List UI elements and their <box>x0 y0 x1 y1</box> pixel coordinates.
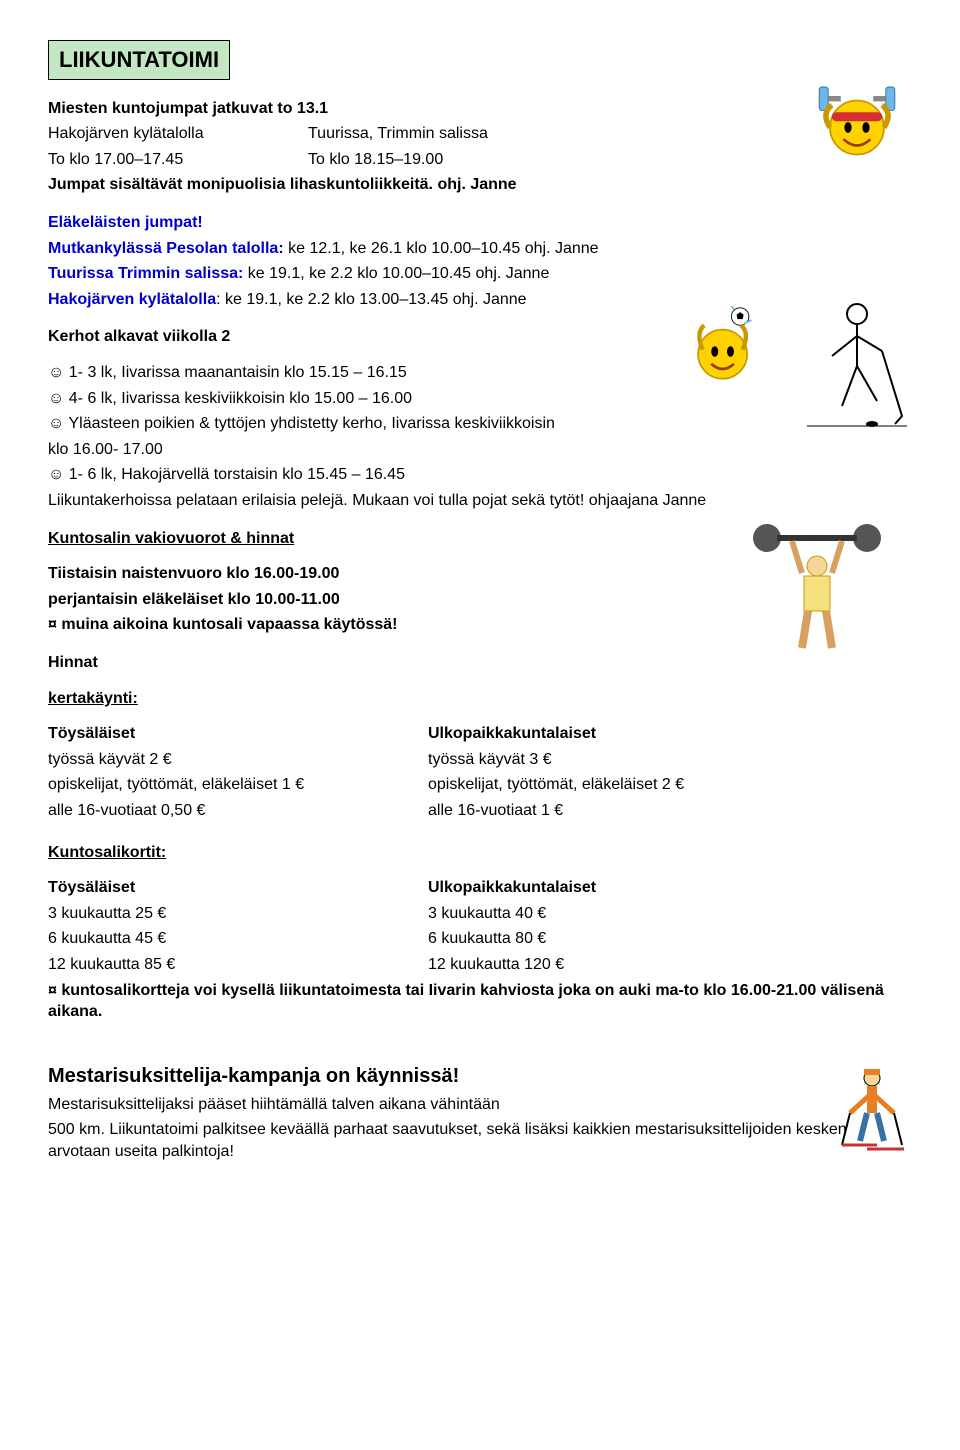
text: Liikuntakerhoissa pelataan erilaisia pel… <box>48 490 912 512</box>
section-elakelaisten: Eläkeläisten jumpat! Mutkankylässä Pesol… <box>48 212 912 310</box>
emoji-soccerball-icon <box>692 306 762 386</box>
text: Jumpat sisältävät monipuolisia lihaskunt… <box>48 174 912 196</box>
section-kuntosalin: Kuntosalin vakiovuorot & hinnat Tiistais… <box>48 528 912 636</box>
section-mestarisuksittelija: Mestarisuksittelija-kampanja on käynniss… <box>48 1063 912 1163</box>
heading: Mestarisuksittelija-kampanja on käynniss… <box>48 1063 912 1090</box>
text: To klo 17.00–17.45To klo 18.15–19.00 <box>48 149 912 171</box>
text: ☺ 4- 6 lk, Iivarissa keskiviikkoisin klo… <box>48 388 912 410</box>
heading: Eläkeläisten jumpat! <box>48 212 912 234</box>
text: 12 kuukautta 85 € <box>48 954 348 976</box>
text: Miesten kuntojumpat jatkuvat to 13.1 <box>48 98 912 120</box>
text: ☺ 1- 3 lk, Iivarissa maanantaisin klo 15… <box>48 362 912 384</box>
price-columns: Töysäläiset työssä käyvät 2 € opiskelija… <box>48 723 912 825</box>
hockey-player-icon <box>802 296 912 436</box>
text: Hakojärven kylätalolla: ke 19.1, ke 2.2 … <box>48 289 912 311</box>
heading: Kuntosalikortit: <box>48 842 912 864</box>
col-heading: Ulkopaikkakuntalaiset <box>428 877 596 899</box>
text: 6 kuukautta 45 € <box>48 928 348 950</box>
text: työssä käyvät 3 € <box>428 749 684 771</box>
emoji-dumbbell-icon <box>812 78 902 168</box>
section-miesten: Miesten kuntojumpat jatkuvat to 13.1 Hak… <box>48 98 912 196</box>
text: Mutkankylässä Pesolan talolla: ke 12.1, … <box>48 238 912 260</box>
text: Mestarisuksittelijaksi pääset hiihtämäll… <box>48 1094 912 1116</box>
section-kuntosalikortit: Kuntosalikortit: Töysäläiset 3 kuukautta… <box>48 842 912 1023</box>
col-heading: Ulkopaikkakuntalaiset <box>428 723 684 745</box>
section-hinnat: Hinnat kertakäynti: Töysäläiset työssä k… <box>48 652 912 826</box>
card-columns: Töysäläiset 3 kuukautta 25 € 6 kuukautta… <box>48 877 912 979</box>
note: ¤ kuntosalikortteja voi kysellä liikunta… <box>48 980 912 1023</box>
weightlifter-icon <box>752 518 882 658</box>
text: 3 kuukautta 25 € <box>48 903 348 925</box>
text: 3 kuukautta 40 € <box>428 903 596 925</box>
heading: Hinnat <box>48 652 912 674</box>
text: Tuurissa Trimmin salissa: ke 19.1, ke 2.… <box>48 263 912 285</box>
text: Hakojärven kylätalollaTuurissa, Trimmin … <box>48 123 912 145</box>
col-heading: Töysäläiset <box>48 877 348 899</box>
section-kerhot: Kerhot alkavat viikolla 2 ☺ 1- 3 lk, Iiv… <box>48 326 912 511</box>
skier-icon <box>832 1063 912 1153</box>
text: klo 16.00- 17.00 <box>48 439 912 461</box>
page-title-box: LIIKUNTATOIMI <box>48 40 230 80</box>
text: opiskelijat, työttömät, eläkeläiset 1 € <box>48 774 348 796</box>
text: 6 kuukautta 80 € <box>428 928 596 950</box>
heading: Kerhot alkavat viikolla 2 <box>48 326 912 348</box>
text: 500 km. Liikuntatoimi palkitsee keväällä… <box>48 1119 912 1162</box>
text: 12 kuukautta 120 € <box>428 954 596 976</box>
text: ☺ 1- 6 lk, Hakojärvellä torstaisin klo 1… <box>48 464 912 486</box>
text: ☺ Yläasteen poikien & tyttöjen yhdistett… <box>48 413 912 435</box>
text: alle 16-vuotiaat 0,50 € <box>48 800 348 822</box>
subheading: kertakäynti: <box>48 688 912 710</box>
text: alle 16-vuotiaat 1 € <box>428 800 684 822</box>
text: työssä käyvät 2 € <box>48 749 348 771</box>
text: opiskelijat, työttömät, eläkeläiset 2 € <box>428 774 684 796</box>
col-heading: Töysäläiset <box>48 723 348 745</box>
